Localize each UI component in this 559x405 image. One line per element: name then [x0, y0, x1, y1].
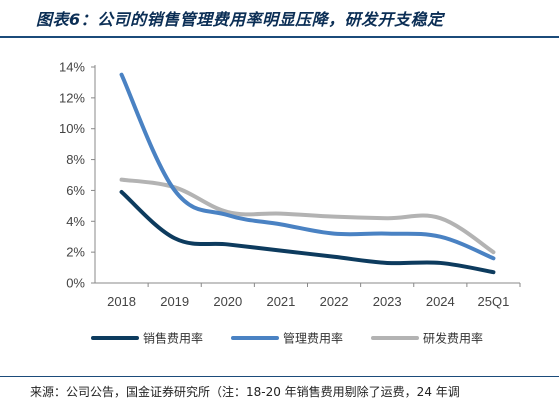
y-tick-label: 10%: [59, 121, 85, 136]
y-tick-label: 12%: [59, 90, 85, 105]
series-line-1: [119, 189, 496, 275]
legend: 销售费用率 管理费用率 研发费用率: [91, 331, 483, 346]
x-tick-label: 2020: [213, 294, 242, 309]
axes: 0% 2% 4% 6% 8% 10% 12% 14% 2018 2019 2020 2021 2022 2…: [59, 60, 521, 309]
x-tick-label: 2021: [266, 294, 295, 309]
series-line-2: [119, 72, 496, 261]
y-tick-label: 2%: [66, 245, 85, 260]
y-tick-label: 14%: [59, 60, 85, 75]
x-tick-label: 2022: [320, 294, 349, 309]
source-rule: [0, 376, 559, 377]
source-note: 来源：公司公告，国金证券研究所（注：18-20 年销售费用剔除了运费，24 年调: [30, 385, 460, 399]
line-chart: 0% 2% 4% 6% 8% 10% 12% 14% 2018 2019 2020 2021 2022 2…: [59, 60, 521, 346]
x-tick-label: 25Q1: [478, 294, 510, 309]
legend-label: 研发费用率: [423, 331, 483, 346]
legend-label: 管理费用率: [283, 331, 343, 346]
series-line-3: [119, 177, 496, 255]
legend-label: 销售费用率: [143, 331, 203, 346]
x-tick-label: 2023: [373, 294, 402, 309]
title-rule: [0, 36, 559, 38]
y-tick-label: 6%: [66, 183, 85, 198]
x-tick-label: 2024: [426, 294, 455, 309]
series-lines: [119, 72, 496, 275]
y-tick-label: 8%: [66, 152, 85, 167]
y-tick-label: 0%: [66, 276, 85, 291]
y-tick-label: 4%: [66, 214, 85, 229]
chart-title: 图表6：公司的销售管理费用率明显压降，研发开支稳定: [36, 10, 444, 29]
x-tick-label: 2019: [160, 294, 189, 309]
x-tick-label: 2018: [107, 294, 136, 309]
